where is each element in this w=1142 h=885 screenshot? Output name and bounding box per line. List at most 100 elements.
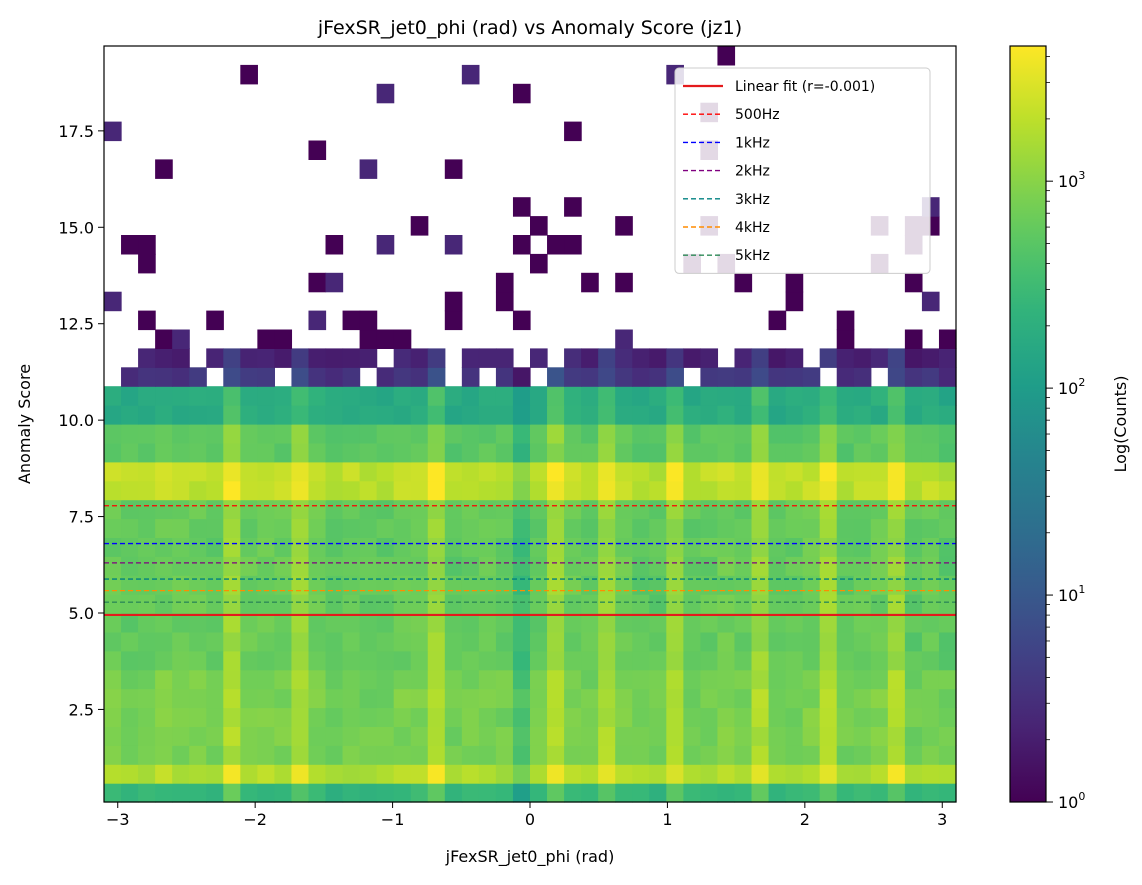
heatmap-cell [495, 594, 514, 614]
heatmap-cell [887, 575, 906, 595]
heatmap-cell [700, 745, 719, 765]
heatmap-cell [121, 688, 139, 709]
heatmap-cell [308, 480, 327, 501]
heatmap-cell [802, 594, 821, 614]
heatmap-cell [291, 764, 310, 784]
heatmap-cell [240, 386, 258, 406]
heatmap-cell [427, 745, 446, 765]
heatmap-cell [308, 613, 327, 633]
heatmap-cell [512, 688, 531, 709]
heatmap-cell [274, 405, 293, 425]
heatmap-cell [853, 631, 872, 652]
heatmap-cell [530, 575, 548, 595]
heatmap-cell [615, 726, 633, 746]
heatmap-cell [359, 764, 378, 784]
heatmap-cell [700, 405, 719, 425]
heatmap-cell [870, 480, 889, 501]
colorbar-label: Log(Counts) [1111, 376, 1130, 473]
heatmap-cell [615, 613, 633, 633]
heatmap-cell [172, 442, 190, 463]
heatmap-cell [393, 575, 412, 595]
heatmap-cell [427, 499, 446, 520]
heatmap-cell [938, 726, 957, 746]
heatmap-cell [598, 386, 616, 406]
heatmap-cell [870, 575, 889, 595]
heatmap-cell [155, 424, 173, 444]
heatmap-cell [342, 367, 361, 387]
heatmap-cell [785, 650, 804, 671]
heatmap-cell [904, 537, 923, 557]
heatmap-cell [887, 480, 906, 501]
heatmap-cell [819, 556, 838, 576]
heatmap-cell [700, 764, 719, 784]
heatmap-cell [734, 688, 753, 709]
heatmap-cell [189, 783, 207, 803]
heatmap-cell [478, 348, 497, 368]
heatmap-cell [206, 442, 224, 463]
heatmap-cell [547, 442, 565, 463]
heatmap-cell [615, 745, 633, 765]
heatmap-cell [325, 669, 344, 690]
heatmap-cell [615, 329, 633, 349]
heatmap-cell [836, 424, 855, 444]
heatmap-cell [615, 499, 633, 520]
heatmap-cell [751, 461, 770, 482]
heatmap-cell [138, 631, 156, 652]
heatmap-cell [223, 386, 241, 406]
heatmap-cell [291, 518, 310, 538]
heatmap-cell [189, 726, 207, 746]
heatmap-cell [393, 442, 412, 463]
heatmap-cell [938, 631, 957, 652]
heatmap-cell [308, 348, 327, 368]
heatmap-cell [853, 442, 872, 463]
heatmap-cell [700, 556, 719, 576]
heatmap-cell [104, 745, 122, 765]
heatmap-cell [308, 442, 327, 463]
heatmap-cell [632, 783, 650, 803]
heatmap-cell [461, 499, 480, 520]
heatmap-cell [802, 631, 821, 652]
heatmap-cell [461, 405, 480, 425]
heatmap-cell [257, 424, 275, 444]
heatmap-cell [138, 707, 156, 727]
heatmap-cell [155, 159, 173, 179]
heatmap-cell [359, 707, 378, 727]
heatmap-cell [172, 707, 190, 727]
heatmap-cell [700, 669, 719, 690]
heatmap-cell [921, 499, 940, 520]
heatmap-cell [530, 216, 548, 236]
heatmap-cell [666, 726, 684, 746]
heatmap-cell [359, 688, 378, 709]
heatmap-cell [887, 442, 906, 463]
heatmap-cell [121, 499, 139, 520]
heatmap-cell [598, 631, 616, 652]
heatmap-cell [717, 726, 736, 746]
heatmap-cell [376, 235, 395, 255]
heatmap-cell [291, 424, 310, 444]
y-tick-label: 5.0 [69, 604, 94, 623]
heatmap-cell [598, 518, 616, 538]
heatmap-cell [581, 764, 599, 784]
heatmap-cell [308, 783, 327, 803]
heatmap-cell [615, 594, 633, 614]
heatmap-cell [751, 348, 770, 368]
heatmap-cell [564, 348, 582, 368]
heatmap-cell [802, 405, 821, 425]
heatmap-cell [564, 613, 582, 633]
heatmap-cell [921, 291, 940, 312]
heatmap-cell [410, 650, 429, 671]
heatmap-cell [155, 726, 173, 746]
heatmap-cell [206, 310, 224, 331]
heatmap-cell [938, 442, 957, 463]
heatmap-cell [598, 745, 616, 765]
heatmap-cell [768, 575, 787, 595]
heatmap-cell [478, 745, 497, 765]
x-tick-label: 2 [800, 810, 810, 829]
heatmap-cell [240, 764, 258, 784]
heatmap-cell [444, 613, 463, 633]
heatmap-cell [121, 367, 139, 387]
heatmap-cell [751, 631, 770, 652]
heatmap-cell [564, 499, 582, 520]
heatmap-cell [717, 461, 736, 482]
heatmap-cell [836, 688, 855, 709]
